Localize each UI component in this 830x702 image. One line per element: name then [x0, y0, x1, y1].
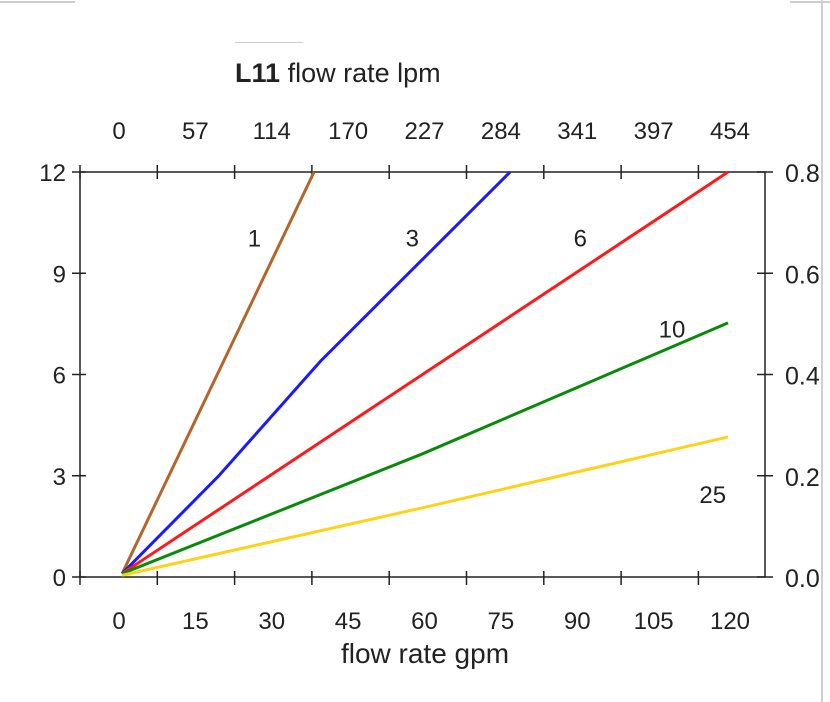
y-right-tick-label: 0.2: [785, 464, 820, 492]
series-label-3: 3: [406, 225, 419, 252]
x-top-tick-label: 227: [404, 118, 444, 145]
series-label-1: 1: [248, 225, 261, 252]
y-left-tick-label: 9: [53, 261, 66, 288]
x-tick-label: 45: [335, 608, 362, 635]
y-right-tick-label: 0.6: [785, 261, 820, 289]
x-top-tick-label: 0: [112, 118, 125, 145]
series-line-10: [121, 321, 729, 576]
x-tick-label: 60: [411, 608, 438, 635]
y-right-tick-label: 0.8: [785, 160, 820, 188]
x-tick-label: 90: [564, 608, 591, 635]
x-top-tick-label: 284: [481, 118, 521, 145]
y-left-tick-label: 12: [39, 160, 66, 187]
y-right-tick-label: 0.4: [785, 363, 820, 391]
chart-title: L11 flow rate lpm: [235, 58, 441, 89]
artifact-line: [235, 42, 303, 43]
x-tick-label: 120: [710, 608, 750, 635]
border-top-right: [790, 1, 830, 3]
series-line-25: [121, 435, 729, 577]
x-tick-label: 0: [112, 608, 125, 635]
series-label-6: 6: [574, 225, 587, 252]
chart-title-bold: L11: [235, 58, 281, 88]
x-top-tick-label: 57: [182, 118, 209, 145]
x-top-tick-label: 397: [634, 118, 674, 145]
x-top-tick-label: 170: [328, 118, 368, 145]
x-top-tick-label: 454: [710, 118, 750, 145]
border-top-left: [0, 1, 75, 3]
series-line-1: [120, 171, 316, 575]
x-tick-label: 15: [182, 608, 209, 635]
x-top-tick-label: 341: [557, 118, 597, 145]
x-tick-label: 30: [258, 608, 285, 635]
y-left-tick-label: 0: [53, 565, 66, 592]
border-right: [821, 0, 823, 702]
series-line-6: [121, 170, 729, 575]
y-left-tick-label: 6: [53, 363, 66, 390]
x-axis-label: flow rate gpm: [341, 638, 509, 669]
series-label-10: 10: [659, 316, 686, 343]
series-line-3: [121, 170, 512, 575]
x-tick-label: 105: [634, 608, 674, 635]
y-left-tick-label: 3: [53, 464, 66, 491]
chart-title-text: flow rate lpm: [287, 58, 441, 88]
series-label-25: 25: [699, 482, 726, 509]
x-top-tick-label: 114: [253, 118, 291, 145]
y-right-tick-label: 0.0: [785, 565, 820, 593]
x-tick-label: 75: [488, 608, 515, 635]
